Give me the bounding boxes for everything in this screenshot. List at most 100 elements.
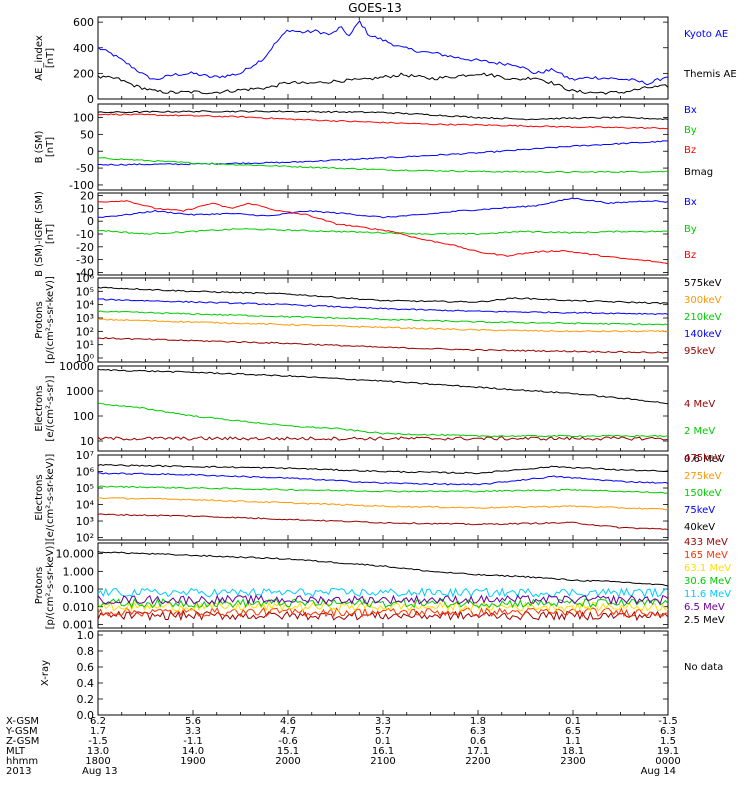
- y-axis-label: B (SM)-IGRF (SM): [34, 191, 45, 277]
- legend-label: 2 MeV: [684, 426, 715, 437]
- y-tick-label: 20: [80, 190, 94, 203]
- series-line-2.5-mev: [97, 551, 669, 587]
- legend-label: 0.6 MeV: [684, 454, 725, 465]
- y-tick-label: 1.000: [63, 565, 95, 578]
- ephemeris-cell: 1.7: [90, 726, 106, 737]
- y-tick-label: 10000: [59, 360, 94, 373]
- series-line-140kev: [98, 298, 669, 316]
- y-tick-label: 10⁵: [76, 285, 94, 298]
- y-tick-label: 1000: [66, 385, 94, 398]
- y-tick-label: 0: [87, 93, 94, 106]
- legend-label: 575keV: [684, 278, 722, 289]
- legend-label: 140keV: [684, 329, 722, 340]
- ephemeris-cell: 6.3: [660, 726, 676, 737]
- ephemeris-cell: -1.5: [88, 736, 108, 747]
- y-axis-label: [p/(cm²-s-sr-keV)]: [45, 276, 56, 364]
- series-line-210kev: [97, 310, 669, 326]
- series-line-433-mev: [97, 609, 669, 622]
- y-tick-label: 1.0: [77, 629, 95, 642]
- legend-label: 2.5 MeV: [684, 615, 725, 626]
- y-tick-label: 10⁰: [76, 352, 95, 365]
- ephemeris-cell: -1.1: [183, 736, 203, 747]
- y-axis-label: B (SM): [34, 130, 45, 163]
- panel-ae: 0 200 400 600 AE_index [nT] Kyoto AE Themis AE: [34, 16, 737, 106]
- ephemeris-cell: 4.6: [280, 716, 296, 727]
- legend-label: 210keV: [684, 312, 722, 323]
- series-line-95kev: [97, 337, 669, 354]
- ephemeris-cell: 5.6: [185, 716, 201, 727]
- ephemeris-row-label: Z-GSM: [6, 736, 39, 747]
- ephemeris-cell: 1800: [85, 756, 110, 767]
- y-tick-label: 600: [73, 16, 94, 29]
- ephemeris-cell: 15.1: [277, 746, 299, 757]
- y-tick-label: 0.100: [63, 583, 95, 596]
- y-axis-label: Electrons: [34, 474, 45, 520]
- chart-title: GOES-13: [348, 1, 402, 15]
- ephemeris-cell: 0.6: [470, 736, 486, 747]
- y-tick-label: 0.4: [77, 677, 95, 690]
- y-axis-label: [p/(cm²-s-sr-keV)]: [45, 542, 56, 630]
- y-tick-label: 100: [73, 111, 94, 124]
- series-line-40kev: [97, 463, 669, 475]
- legend-label: By: [684, 125, 697, 136]
- y-tick-label: 10⁶: [76, 466, 95, 479]
- ephemeris-cell: 4.7: [280, 726, 296, 737]
- ephemeris-cell: 6.5: [565, 726, 581, 737]
- ephemeris-cell: 1.8: [470, 716, 486, 727]
- legend-label: 165 MeV: [684, 550, 728, 561]
- ephemeris-cell: 18.1: [562, 746, 584, 757]
- ephemeris-cell: 14.0: [182, 746, 204, 757]
- series-line-themis-ae: [97, 72, 669, 95]
- y-tick-label: -50: [76, 162, 94, 175]
- y-tick-label: -40: [76, 266, 94, 279]
- y-tick-label: 0.0: [77, 709, 95, 722]
- legend-label: Bmag: [684, 167, 713, 178]
- ephemeris-cell: 6.3: [470, 726, 486, 737]
- ephemeris-cell: 16.1: [372, 746, 394, 757]
- legend-label: 40keV: [684, 522, 715, 533]
- legend-label: Bx: [684, 197, 697, 208]
- y-tick-label: 0: [87, 215, 94, 228]
- series-line-bmag: [97, 110, 669, 121]
- series-line-bz: [97, 113, 669, 130]
- legend-label: 30.6 MeV: [684, 576, 731, 587]
- legend-label: Kyoto AE: [684, 29, 728, 40]
- y-axis-label: [nT]: [45, 48, 56, 68]
- y-axis-label: Electrons: [34, 385, 45, 431]
- y-tick-label: -100: [69, 179, 94, 192]
- y-axis-label: Protons: [34, 567, 45, 604]
- ephemeris-cell: 19.1: [657, 746, 679, 757]
- series-line-11.6-mev: [97, 587, 669, 599]
- ephemeris-cell: 1.5: [660, 736, 676, 747]
- ephemeris-cell: 13.0: [87, 746, 109, 757]
- y-tick-label: 100: [73, 410, 94, 423]
- ephemeris-cell: -1.5: [658, 716, 678, 727]
- ephemeris-cell: 3.3: [375, 716, 391, 727]
- y-tick-label: 0.6: [77, 661, 95, 674]
- legend-label: Themis AE: [683, 69, 737, 80]
- y-tick-label: 10.000: [56, 548, 95, 561]
- y-tick-label: 10: [80, 202, 94, 215]
- y-tick-label: 10¹: [76, 339, 94, 352]
- y-axis-label: [nT]: [45, 137, 56, 157]
- ephemeris-cell: 2200: [465, 756, 490, 767]
- series-line-by: [97, 157, 669, 174]
- series-line-475kev: [97, 513, 669, 531]
- y-tick-label: 0.001: [63, 618, 95, 631]
- y-axis-label: [e/(cm²-s-sr)]: [45, 375, 56, 441]
- y-axis-label: Protons: [34, 301, 45, 338]
- y-tick-label: -10: [76, 228, 94, 241]
- ephemeris-cell: 0000: [655, 756, 680, 767]
- legend-label: 150keV: [684, 488, 722, 499]
- series-line-by: [97, 228, 669, 236]
- series-line-300kev: [97, 318, 669, 333]
- ephemeris-row-label: Y-GSM: [5, 726, 38, 737]
- y-tick-label: 0.010: [63, 601, 95, 614]
- legend-label: 95keV: [684, 346, 715, 357]
- ephemeris-row-label: 2013: [6, 766, 31, 777]
- legend-label: 75keV: [684, 505, 715, 516]
- y-axis-label: AE_index: [34, 35, 45, 81]
- series-line-bx: [98, 197, 669, 219]
- ephemeris-row-label: X-GSM: [6, 716, 39, 727]
